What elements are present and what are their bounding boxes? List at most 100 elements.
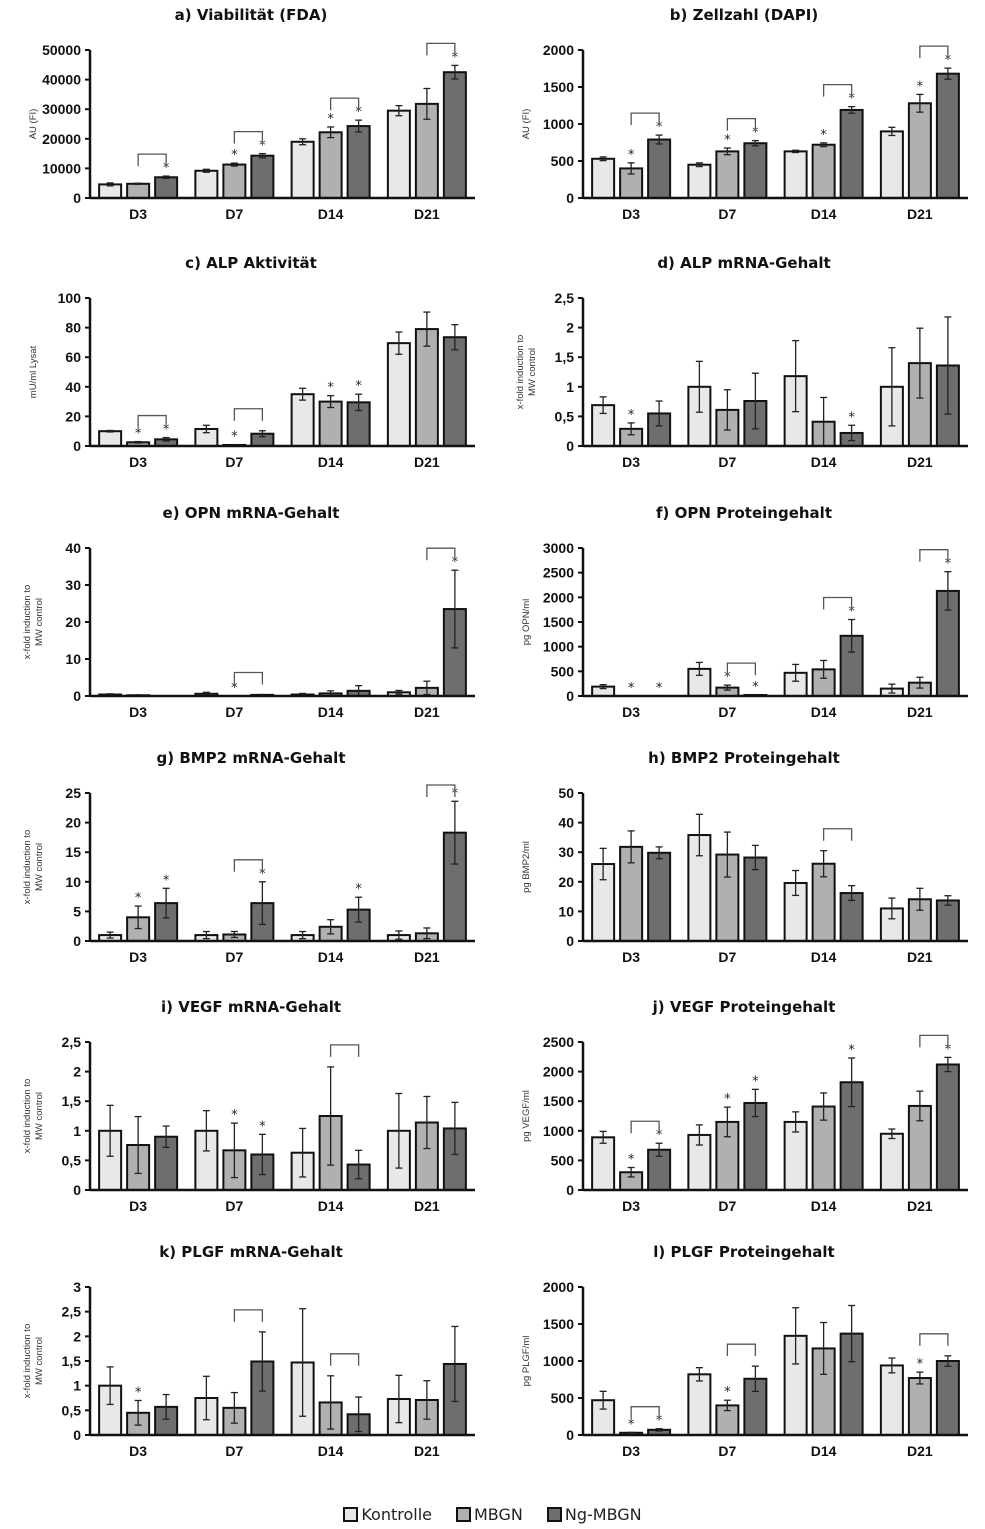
- bar-ng-mbgn-d14: [346, 125, 371, 199]
- error-bar: [134, 440, 142, 444]
- x-tick-label: D21: [414, 206, 440, 222]
- significance-bracket: [137, 414, 167, 428]
- significance-bracket: [726, 662, 757, 676]
- y-tick-label: 2: [566, 320, 574, 336]
- significance-star: *: [452, 50, 459, 65]
- x-tick-label: D21: [907, 206, 933, 222]
- significance-star: *: [656, 1128, 663, 1143]
- x-tick-label: D7: [718, 206, 736, 222]
- x-tick-label: D14: [318, 949, 344, 965]
- error-bar: [655, 400, 663, 427]
- significance-bracket: [233, 408, 264, 421]
- y-axis-label-line: pg VEGF/ml: [521, 1090, 532, 1142]
- y-tick-label: 500: [551, 663, 575, 679]
- significance-star: *: [752, 1074, 759, 1089]
- error-bar: [944, 1355, 952, 1367]
- x-tick-label: D3: [622, 206, 640, 222]
- significance-star: *: [945, 557, 952, 572]
- y-tick-label: 1500: [543, 614, 574, 630]
- y-tick-label: 1: [566, 379, 574, 395]
- legend-swatch-ng-mbgn: [546, 1507, 562, 1522]
- y-axis-label: pg PLGF/ml: [521, 1336, 532, 1387]
- significance-star: *: [917, 79, 924, 94]
- significance-star: *: [231, 430, 238, 445]
- y-tick-label: 20: [65, 408, 81, 424]
- x-tick-label: D14: [811, 206, 837, 222]
- y-tick-label: 40: [65, 540, 81, 556]
- error-bar: [723, 684, 731, 691]
- significance-bracket: [630, 1406, 660, 1419]
- error-bar: [820, 1321, 828, 1375]
- error-bar: [451, 800, 459, 865]
- y-tick-label: 0: [566, 190, 574, 206]
- error-bar: [723, 831, 731, 878]
- error-bar: [230, 930, 238, 939]
- chart-c: c) ALP Aktivität mU/ml Lysat 0 20 40 60 80 100 *…: [28, 254, 475, 470]
- y-tick-label: 2,5: [62, 1034, 82, 1050]
- y-axis-label-line: pg BMP2/ml: [521, 841, 532, 893]
- y-tick-label: 10: [65, 874, 81, 890]
- error-bar: [258, 881, 266, 926]
- significance-star: *: [163, 873, 170, 888]
- x-tick-label: D14: [811, 704, 837, 720]
- error-bar: [916, 676, 924, 689]
- error-bar: [820, 659, 828, 679]
- bar-kontrolle-d7: [687, 163, 712, 199]
- y-tick-label: 0: [73, 190, 81, 206]
- y-tick-label: 10: [558, 903, 574, 919]
- error-bar: [423, 927, 431, 940]
- chart-d: d) ALP mRNA-Gehalt x-fold induction to MW …: [515, 254, 968, 470]
- error-bar: [792, 1307, 800, 1365]
- error-bar: [451, 64, 459, 80]
- significance-bracket: [233, 1309, 264, 1322]
- bar-mbgn-d21: [907, 1377, 932, 1437]
- y-tick-label: 500: [551, 153, 575, 169]
- error-bar: [944, 67, 952, 80]
- y-tick-label: 0: [566, 933, 574, 949]
- error-bar: [106, 1366, 114, 1406]
- error-bar: [258, 152, 266, 159]
- x-tick-label: D7: [225, 949, 243, 965]
- bar-ng-mbgn-d3: [647, 851, 672, 942]
- error-bar: [848, 105, 856, 114]
- y-tick-label: 30000: [42, 101, 81, 117]
- error-bar: [202, 168, 210, 173]
- x-tick-label: D3: [622, 949, 640, 965]
- y-axis-label: x-fold induction to MW control: [22, 830, 45, 904]
- error-bar: [134, 1399, 142, 1426]
- error-bar: [848, 618, 856, 653]
- error-bar: [599, 396, 607, 415]
- error-bar: [395, 1374, 403, 1424]
- error-bar: [134, 905, 142, 930]
- significance-star: *: [259, 867, 266, 882]
- error-bar: [627, 162, 635, 175]
- panel-c: c) ALP Aktivität mU/ml Lysat 0 20 40 60 80 100 *…: [0, 248, 492, 493]
- error-bar: [395, 1092, 403, 1169]
- error-bar: [202, 1375, 210, 1421]
- significance-star: *: [355, 379, 362, 394]
- panel-e: e) OPN mRNA-Gehalt x-fold induction to MW …: [0, 498, 492, 743]
- error-bar: [327, 919, 335, 935]
- bar-mbgn-d7: [715, 150, 740, 200]
- error-bar: [423, 1095, 431, 1150]
- error-bar: [888, 683, 896, 694]
- error-bar: [106, 931, 114, 939]
- bar-mbgn-d14: [811, 143, 836, 199]
- bar-kontrolle-d14: [290, 140, 315, 199]
- y-tick-label: 1: [73, 1378, 81, 1394]
- error-bar: [848, 884, 856, 902]
- significance-bracket: [630, 1120, 660, 1134]
- panel-h: h) BMP2 Proteingehalt pg BMP2/ml 0 10 20 30 40…: [493, 743, 985, 988]
- significance-star: *: [628, 1417, 635, 1432]
- error-bar: [230, 162, 238, 167]
- error-bar: [723, 1399, 731, 1412]
- error-bar: [230, 1391, 238, 1424]
- x-tick-label: D14: [318, 1198, 344, 1214]
- significance-bracket: [329, 1353, 360, 1366]
- x-tick-label: D7: [718, 704, 736, 720]
- legend-item-mbgn: MBGN: [456, 1505, 523, 1524]
- bar-kontrolle-d21: [386, 109, 411, 199]
- x-tick-label: D21: [907, 1443, 933, 1459]
- y-axis-label: AU (FI): [521, 109, 532, 140]
- x-tick-label: D14: [811, 1198, 837, 1214]
